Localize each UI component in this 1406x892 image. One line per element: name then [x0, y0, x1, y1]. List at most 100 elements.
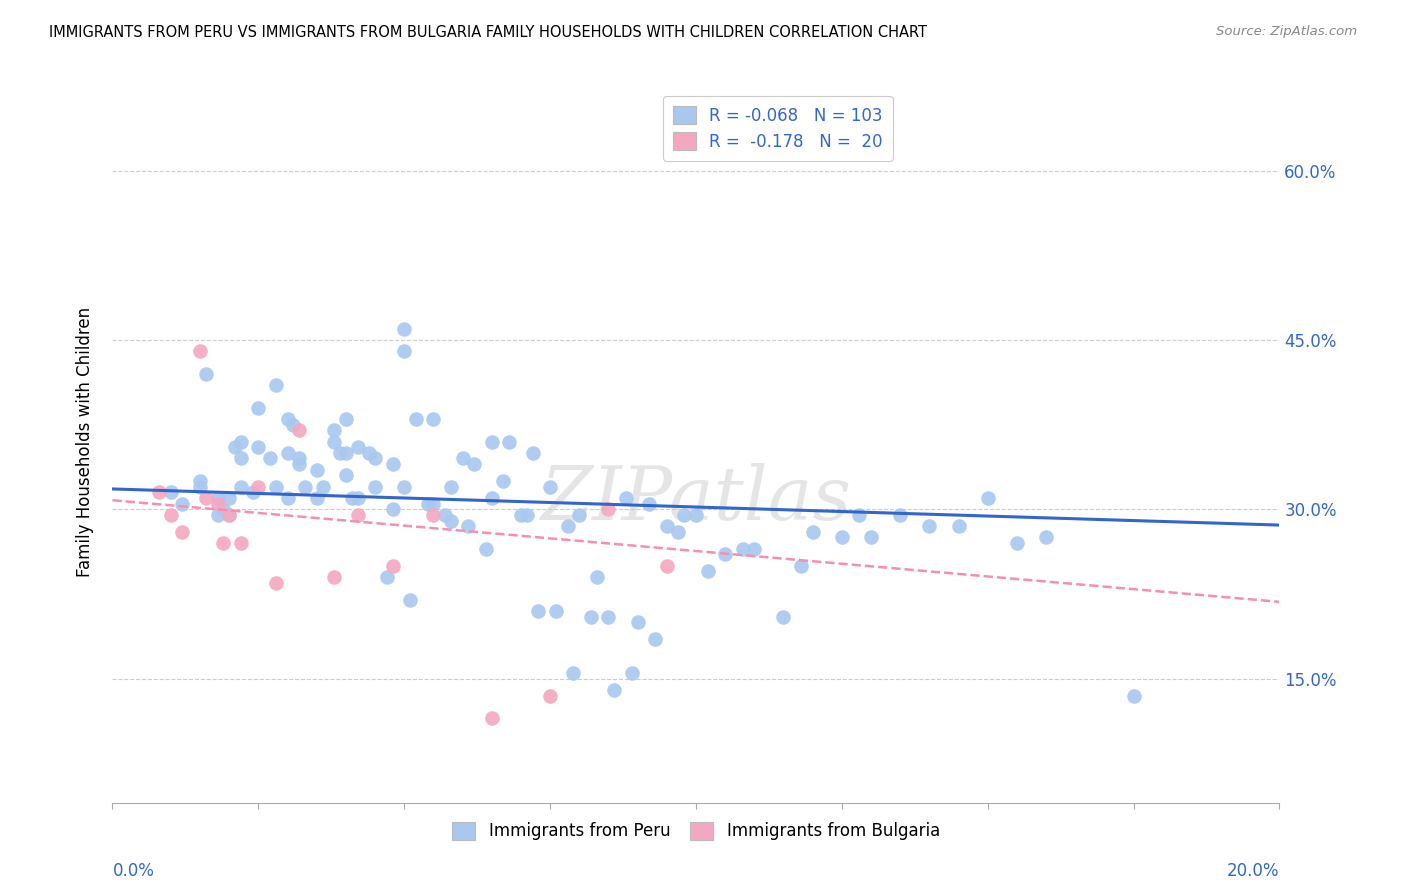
Point [340, 491, 363, 505]
Point [422, 497, 444, 511]
Point [481, 434, 503, 449]
Point [831, 531, 853, 545]
Point [212, 536, 235, 550]
Point [603, 682, 626, 697]
Point [481, 711, 503, 725]
Point [422, 508, 444, 522]
Point [329, 446, 352, 460]
Point [148, 485, 170, 500]
Point [509, 508, 531, 522]
Point [538, 480, 561, 494]
Text: Source: ZipAtlas.com: Source: ZipAtlas.com [1216, 25, 1357, 38]
Point [440, 514, 463, 528]
Point [305, 463, 328, 477]
Point [212, 502, 235, 516]
Point [1005, 536, 1028, 550]
Point [288, 457, 311, 471]
Point [399, 592, 422, 607]
Point [801, 524, 824, 539]
Point [160, 485, 183, 500]
Point [323, 570, 346, 584]
Point [381, 558, 404, 573]
Point [714, 548, 737, 562]
Point [194, 491, 217, 505]
Point [848, 508, 870, 522]
Point [172, 524, 194, 539]
Point [790, 558, 813, 573]
Point [160, 508, 183, 522]
Point [620, 665, 643, 680]
Point [288, 423, 311, 437]
Point [172, 497, 194, 511]
Point [405, 412, 427, 426]
Text: ZIPatlas: ZIPatlas [540, 463, 852, 535]
Point [948, 519, 970, 533]
Point [247, 440, 270, 454]
Y-axis label: Family Households with Children: Family Households with Children [76, 307, 94, 576]
Point [585, 570, 607, 584]
Point [247, 401, 270, 415]
Point [557, 519, 579, 533]
Point [323, 423, 346, 437]
Point [538, 689, 561, 703]
Point [673, 508, 696, 522]
Point [188, 474, 211, 488]
Point [638, 497, 661, 511]
Point [860, 531, 883, 545]
Point [481, 491, 503, 505]
Point [685, 508, 707, 522]
Point [218, 508, 240, 522]
Point [627, 615, 650, 630]
Point [276, 491, 298, 505]
Text: 20.0%: 20.0% [1227, 862, 1279, 880]
Point [224, 440, 246, 454]
Point [194, 367, 217, 381]
Point [451, 451, 474, 466]
Point [544, 604, 567, 618]
Point [742, 541, 765, 556]
Point [918, 519, 941, 533]
Point [207, 497, 229, 511]
Point [731, 541, 754, 556]
Point [498, 434, 520, 449]
Point [276, 446, 298, 460]
Point [976, 491, 998, 505]
Point [579, 609, 602, 624]
Point [416, 497, 439, 511]
Point [218, 491, 240, 505]
Point [259, 451, 281, 466]
Point [889, 508, 911, 522]
Point [335, 468, 357, 483]
Point [247, 480, 270, 494]
Point [375, 570, 398, 584]
Point [207, 508, 229, 522]
Text: IMMIGRANTS FROM PERU VS IMMIGRANTS FROM BULGARIA FAMILY HOUSEHOLDS WITH CHILDREN: IMMIGRANTS FROM PERU VS IMMIGRANTS FROM … [49, 25, 927, 40]
Point [264, 480, 287, 494]
Point [562, 665, 585, 680]
Point [305, 491, 328, 505]
Point [229, 480, 252, 494]
Point [463, 457, 485, 471]
Point [188, 344, 211, 359]
Point [229, 451, 252, 466]
Point [364, 451, 387, 466]
Legend: Immigrants from Peru, Immigrants from Bulgaria: Immigrants from Peru, Immigrants from Bu… [443, 814, 949, 848]
Point [614, 491, 637, 505]
Point [335, 446, 357, 460]
Point [294, 480, 316, 494]
Point [598, 502, 620, 516]
Point [598, 609, 620, 624]
Point [276, 412, 298, 426]
Point [527, 604, 550, 618]
Point [394, 321, 416, 335]
Point [696, 565, 718, 579]
Point [218, 508, 240, 522]
Point [568, 508, 591, 522]
Point [655, 519, 678, 533]
Point [264, 378, 287, 392]
Point [283, 417, 305, 432]
Point [229, 434, 252, 449]
Point [434, 508, 457, 522]
Point [522, 446, 544, 460]
Point [655, 558, 678, 573]
